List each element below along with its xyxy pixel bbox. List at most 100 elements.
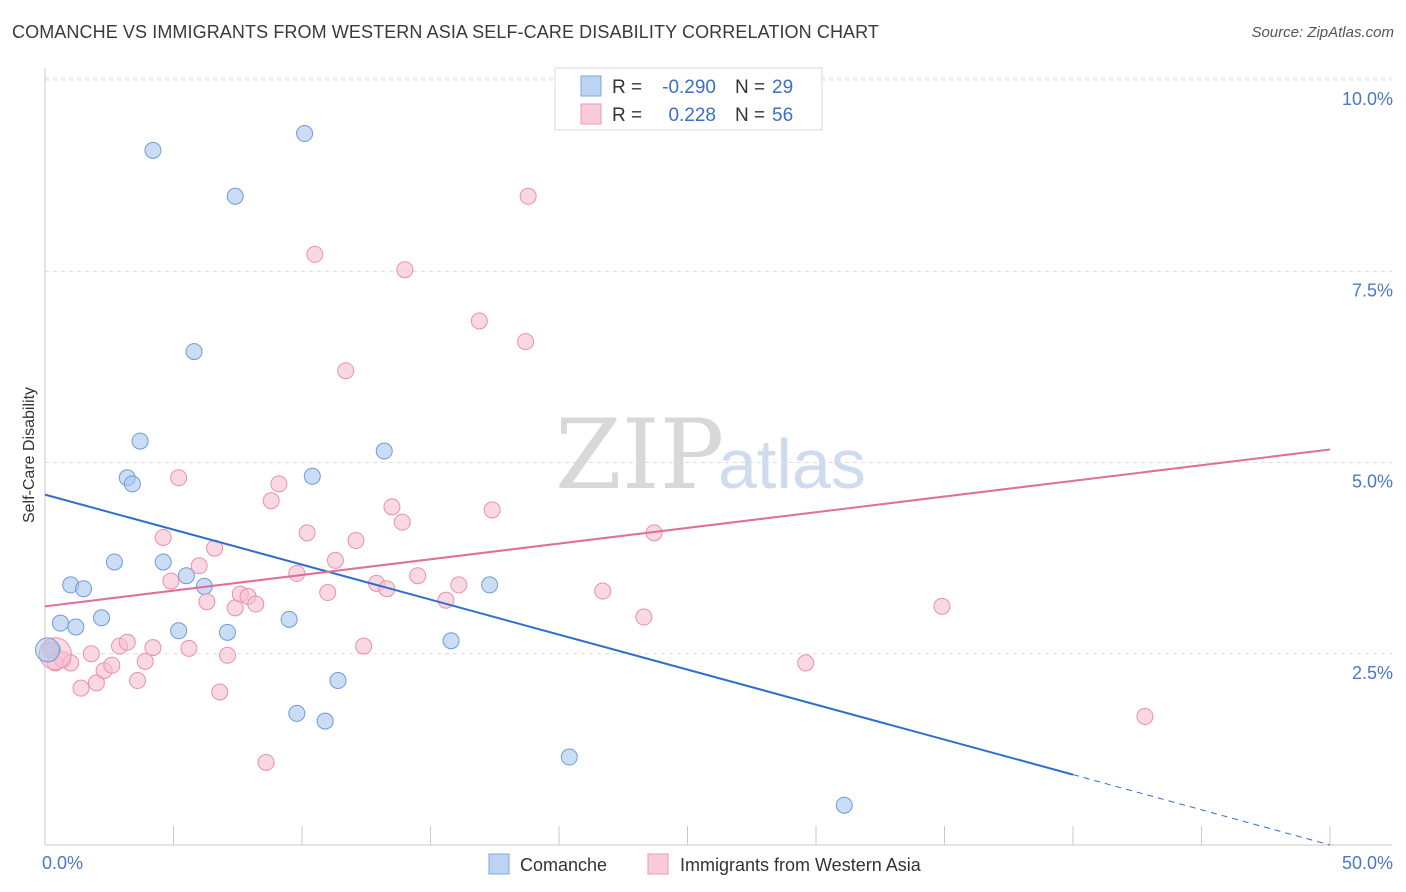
point-comanche [170,622,188,640]
trend-layer [44,448,1331,846]
point-comanche [154,553,172,571]
point-western-asia [190,557,208,575]
top-legend: R = -0.290 N = 29 R = 0.228 N = 56 [554,67,823,131]
x-tick-label: 50.0% [1342,853,1393,873]
x-tick-label: 0.0% [42,853,83,873]
y-axis-label: Self-Care Disability [21,387,38,523]
point-western-asia [383,498,401,516]
point-comanche [123,475,141,493]
point-western-asia [450,576,468,594]
point-comanche [226,187,244,205]
point-western-asia [129,672,147,690]
point-western-asia [218,646,236,664]
trendline-western-asia [44,448,1331,608]
point-western-asia [257,753,275,771]
point-comanche [296,125,314,143]
y-tick-label: 10.0% [1342,89,1393,109]
watermark-atlas: atlas [718,425,866,503]
legend-n-label-western-asia: N = [735,105,765,126]
point-western-asia [103,656,121,674]
point-western-asia [144,639,162,657]
chart-title: COMANCHE VS IMMIGRANTS FROM WESTERN ASIA… [12,22,880,42]
legend-r-label-western-asia: R = [612,105,642,126]
point-comanche [835,796,853,814]
point-comanche [280,610,298,628]
point-western-asia [270,475,288,493]
point-western-asia [635,608,653,626]
bottom-legend-label-comanche: Comanche [520,855,607,875]
point-western-asia [154,528,172,546]
point-western-asia [136,652,154,670]
watermark-zip: ZIP [555,399,724,511]
point-comanche [329,672,347,690]
point-western-asia [298,524,316,542]
point-comanche [303,467,321,485]
chart-source: Source: ZipAtlas.com [1251,24,1394,41]
point-western-asia [180,639,198,657]
point-western-asia [797,654,815,672]
point-comanche [93,609,111,627]
legend-n-value-comanche: 29 [772,77,793,98]
point-western-asia [326,551,344,569]
point-comanche [316,712,334,730]
point-western-asia [393,513,411,531]
point-western-asia [198,593,216,611]
point-western-asia [396,261,414,279]
y-tick-label: 7.5% [1352,280,1393,300]
point-western-asia [519,187,537,205]
point-western-asia [118,633,136,651]
point-western-asia [337,362,355,380]
point-western-asia [594,582,612,600]
point-comanche [442,632,460,650]
bottom-legend: Comanche Immigrants from Western Asia [488,853,922,875]
point-comanche [560,748,578,766]
point-western-asia [347,532,365,550]
point-western-asia [162,572,180,590]
point-comanche [375,442,393,460]
point-comanche [131,432,149,450]
y-tick-label: 5.0% [1352,472,1393,492]
points-layer [35,125,1154,814]
point-western-asia [247,595,265,613]
point-comanche [481,576,499,594]
legend-r-value-comanche: -0.290 [662,77,716,98]
point-comanche [75,580,93,598]
watermark: ZIP atlas [555,399,866,511]
point-western-asia [1136,707,1154,725]
point-western-asia [262,492,280,510]
bottom-legend-swatch-western-asia [647,853,669,875]
y-tick-label: 2.5% [1352,663,1393,683]
trendline-comanche [44,493,1074,776]
point-comanche [67,618,85,636]
point-comanche [185,343,203,361]
point-comanche [144,141,162,159]
legend-swatch-western-asia [580,103,602,125]
point-western-asia [288,564,306,582]
point-western-asia [470,312,488,330]
legend-n-value-western-asia: 56 [772,105,793,126]
point-comanche [177,567,195,585]
axis-layer: 2.5% 5.0% 7.5% 10.0% 0.0% 50.0% [42,68,1393,873]
legend-r-label-comanche: R = [612,77,642,98]
legend-swatch-comanche [580,75,602,97]
trendline-comanche-extension [1072,774,1331,846]
legend-r-value-western-asia: 0.228 [668,105,716,126]
point-western-asia [933,597,951,615]
bottom-legend-label-western-asia: Immigrants from Western Asia [680,855,922,875]
point-western-asia [87,674,105,692]
point-western-asia [211,683,229,701]
point-western-asia [517,333,535,351]
grid-layer [45,77,1392,655]
bottom-legend-swatch-comanche [488,853,510,875]
point-western-asia [306,245,324,263]
point-western-asia [483,501,501,519]
point-western-asia [82,645,100,663]
point-western-asia [409,567,427,585]
point-comanche [35,637,61,663]
point-western-asia [319,584,337,602]
point-western-asia [72,679,90,697]
point-comanche [288,704,306,722]
point-comanche [105,553,123,571]
point-comanche [51,614,69,632]
